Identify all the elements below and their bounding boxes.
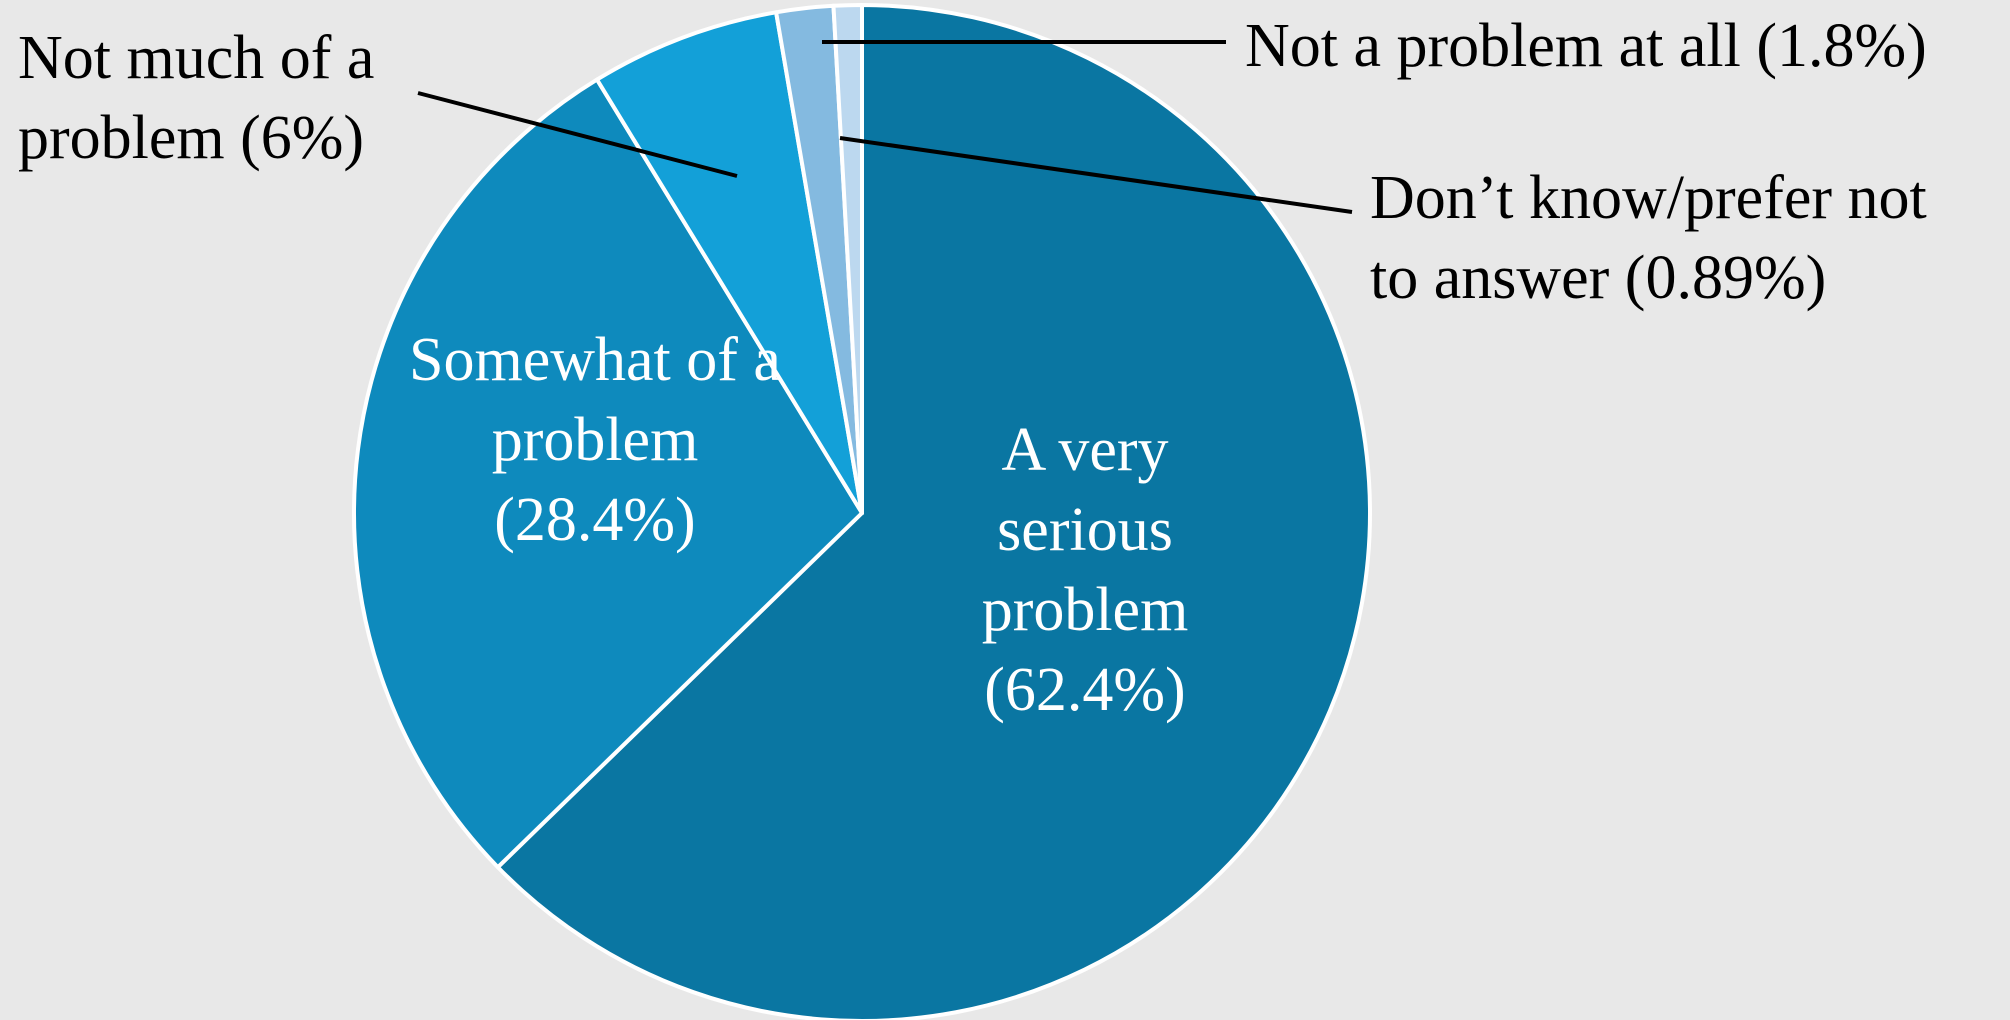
slice-label-0-line-3: (62.4%) [984,656,1185,724]
pie-slice-4 [831,2,864,515]
slice-label-1-line-1: problem [492,406,699,474]
slice-label-1-line-0: Somewhat of a [409,326,781,394]
pie-slice-1 [352,77,864,870]
slice-label-4-line-1: to answer (0.89%) [1370,244,1826,312]
slice-label-1: Somewhat of a problem (28.4%) [409,326,781,554]
pie-slice-0 [495,3,1372,1020]
slice-label-0: A very serious problem (62.4%) [982,416,1189,724]
slice-label-4: Don’t know/prefer not to answer (0.89%) [1370,164,1927,312]
slice-label-2-line-1: problem (6%) [18,104,364,172]
leader-lines-layer [417,40,1353,214]
leader-line-2 [417,91,738,178]
slice-label-0-line-0: A very [1001,416,1168,484]
leader-line-4 [839,136,1353,214]
slice-label-0-line-1: serious [997,496,1173,564]
slice-label-2-line-0: Not much of a [18,24,374,92]
slice-label-1-line-2: (28.4%) [494,486,695,554]
slice-label-2: Not much of a problem (6%) [18,24,374,172]
slice-label-0-line-2: problem [982,576,1189,644]
slice-label-4-line-0: Don’t know/prefer not [1370,164,1927,232]
slice-label-3-line-0: Not a problem at all (1.8%) [1245,12,1927,80]
labels-layer: A very serious problem (62.4%) Somewhat of a… [18,12,1927,724]
slices-layer [352,2,1372,1020]
slice-label-3: Not a problem at all (1.8%) [1245,12,1927,80]
